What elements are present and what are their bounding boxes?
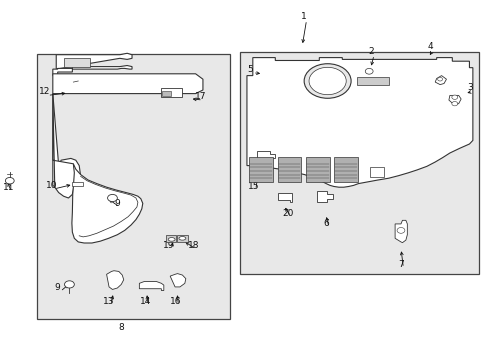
Bar (37, 54, 229, 319)
Text: 16: 16 (170, 297, 182, 306)
Text: 4: 4 (427, 42, 432, 51)
Text: 14: 14 (140, 297, 151, 306)
Circle shape (5, 177, 14, 184)
Polygon shape (72, 164, 142, 243)
Polygon shape (394, 220, 407, 243)
Text: 9: 9 (55, 284, 61, 292)
Polygon shape (106, 271, 123, 289)
Bar (239, 52, 478, 274)
Text: 17: 17 (194, 92, 206, 101)
Polygon shape (56, 53, 132, 69)
Polygon shape (434, 76, 446, 85)
Bar (249, 157, 272, 182)
Bar (161, 88, 182, 97)
Circle shape (365, 68, 372, 74)
Bar (334, 157, 357, 182)
Text: 6: 6 (323, 219, 329, 228)
Circle shape (308, 67, 346, 95)
Polygon shape (53, 94, 74, 198)
Ellipse shape (179, 237, 185, 240)
Polygon shape (170, 274, 185, 287)
Text: 15: 15 (247, 182, 259, 191)
Polygon shape (53, 74, 203, 94)
Text: 2: 2 (368, 46, 374, 55)
Circle shape (107, 194, 117, 202)
Text: 9: 9 (114, 199, 120, 208)
Bar (63, 58, 90, 67)
Ellipse shape (168, 238, 175, 241)
Text: 19: 19 (163, 241, 174, 250)
Bar (369, 167, 383, 177)
Circle shape (64, 281, 74, 288)
Text: 18: 18 (187, 241, 199, 250)
Bar (356, 77, 388, 85)
Circle shape (451, 102, 457, 106)
Bar (277, 157, 301, 182)
Polygon shape (277, 193, 292, 202)
Text: 3: 3 (467, 83, 472, 92)
Text: 1: 1 (301, 12, 306, 21)
Bar (305, 157, 329, 182)
Polygon shape (316, 191, 332, 202)
Text: 11: 11 (3, 184, 15, 192)
Circle shape (437, 77, 442, 81)
Text: 8: 8 (118, 323, 124, 332)
Bar (162, 91, 171, 96)
Polygon shape (139, 282, 163, 291)
Text: 12: 12 (39, 87, 51, 96)
Text: 10: 10 (45, 181, 57, 190)
Text: 13: 13 (102, 297, 114, 306)
Bar (72, 182, 83, 186)
Circle shape (396, 228, 404, 233)
Polygon shape (256, 151, 275, 162)
Polygon shape (53, 94, 81, 193)
Bar (166, 235, 176, 242)
Bar (177, 235, 187, 242)
Circle shape (451, 95, 457, 99)
Polygon shape (246, 58, 472, 187)
Polygon shape (448, 95, 460, 104)
Polygon shape (53, 66, 132, 76)
Text: 7: 7 (397, 260, 403, 269)
Text: 5: 5 (247, 65, 253, 74)
Text: 20: 20 (282, 209, 294, 217)
Circle shape (304, 64, 350, 98)
